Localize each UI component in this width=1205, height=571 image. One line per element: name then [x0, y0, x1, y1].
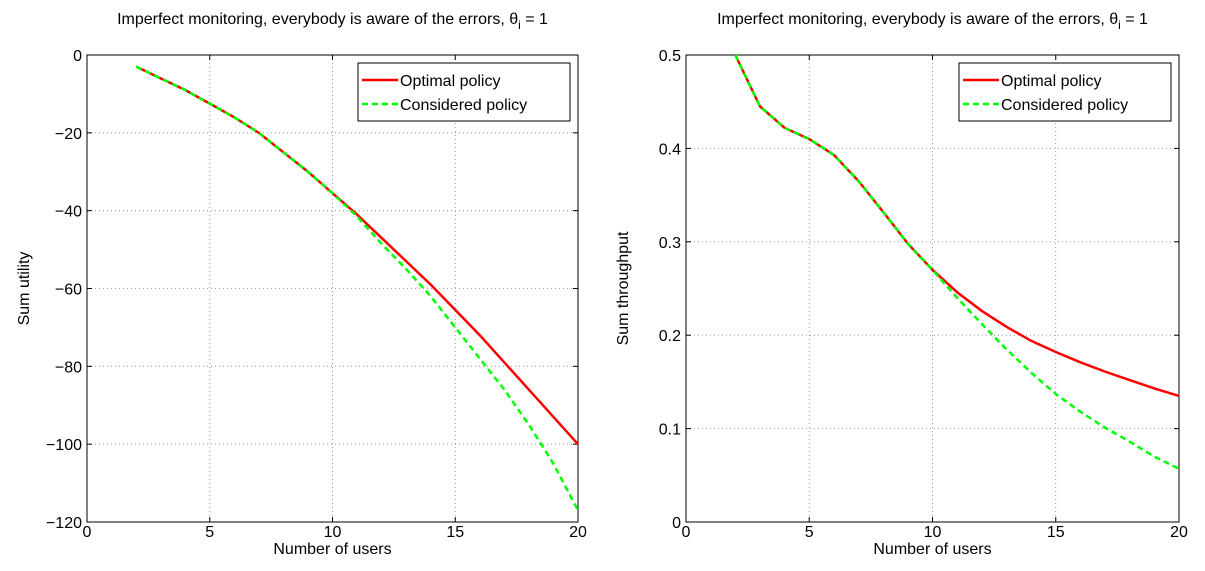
y-tick-label: 0: [73, 48, 82, 65]
title-subscript: i: [1118, 18, 1121, 32]
y-tick-label: 0.3: [659, 235, 681, 252]
y-tick-label: 0.2: [659, 328, 681, 345]
y-tick-label: −80: [55, 359, 82, 376]
y-tick-label: 0.5: [659, 48, 681, 65]
y-tick-label: −20: [55, 126, 82, 143]
x-axis-label: Number of users: [873, 541, 991, 558]
title-text: Imperfect monitoring, everybody is aware…: [717, 11, 1118, 28]
y-tick-label: −60: [55, 282, 82, 299]
x-tick-label: 0: [682, 524, 691, 541]
title-suffix: = 1: [521, 11, 548, 28]
y-tick-label: 0.4: [659, 141, 681, 158]
series-line: [135, 65, 580, 511]
legend-label: Considered policy: [400, 97, 527, 114]
chart-title: Imperfect monitoring, everybody is aware…: [717, 11, 1148, 32]
title-text: Imperfect monitoring, everybody is aware…: [117, 11, 518, 28]
axes-frame: [86, 54, 579, 523]
x-axis-label: Number of users: [273, 541, 391, 558]
y-tick-label: −120: [46, 515, 82, 532]
x-tick-label: 15: [446, 524, 464, 541]
x-tick-label: 0: [83, 524, 92, 541]
x-tick-label: 5: [205, 524, 214, 541]
legend-box: [958, 62, 1172, 122]
title-suffix: = 1: [1121, 11, 1148, 28]
series-line: [734, 54, 1180, 470]
series-line: [135, 65, 579, 446]
axes-frame: [685, 54, 1180, 523]
y-tick-label: −100: [46, 437, 82, 454]
x-tick-label: 15: [1047, 524, 1065, 541]
legend-label: Optimal policy: [400, 73, 500, 90]
title-subscript: i: [518, 18, 521, 32]
y-tick-label: 0: [672, 515, 681, 532]
y-tick-label: 0.1: [659, 422, 681, 439]
y-axis-label: Sum utility: [16, 252, 33, 326]
series-line: [734, 54, 1180, 398]
chart-title: Imperfect monitoring, everybody is aware…: [117, 11, 548, 32]
x-tick-label: 20: [1170, 524, 1188, 541]
y-axis-label: Sum throughput: [615, 231, 632, 345]
legend-label: Considered policy: [1001, 97, 1128, 114]
legend-box: [357, 62, 571, 122]
legend-label: Optimal policy: [1001, 73, 1101, 90]
y-tick-label: −40: [55, 204, 82, 221]
x-tick-label: 5: [805, 524, 814, 541]
x-tick-label: 20: [569, 524, 587, 541]
x-tick-label: 10: [324, 524, 342, 541]
x-tick-label: 10: [924, 524, 942, 541]
